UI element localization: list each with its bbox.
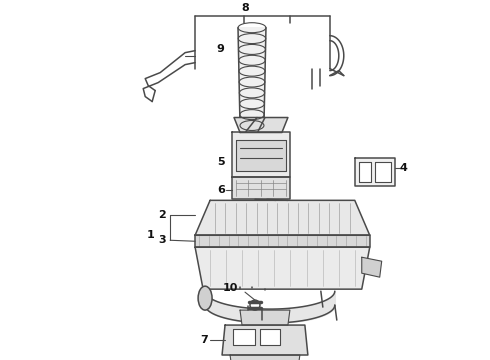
- Text: 6: 6: [217, 185, 225, 195]
- Ellipse shape: [240, 125, 264, 132]
- Polygon shape: [236, 140, 286, 171]
- Polygon shape: [233, 329, 255, 345]
- Ellipse shape: [198, 286, 212, 310]
- Polygon shape: [359, 162, 371, 183]
- Text: 9: 9: [216, 44, 224, 54]
- Text: 3: 3: [159, 235, 166, 245]
- Polygon shape: [362, 257, 382, 277]
- Text: 8: 8: [241, 3, 249, 13]
- Polygon shape: [234, 117, 288, 132]
- Polygon shape: [232, 177, 290, 199]
- Polygon shape: [375, 162, 391, 183]
- Text: 4: 4: [400, 163, 408, 174]
- Text: 7: 7: [200, 335, 208, 345]
- Polygon shape: [222, 325, 308, 355]
- Polygon shape: [240, 310, 290, 325]
- Polygon shape: [238, 28, 266, 126]
- Text: 10: 10: [222, 283, 238, 293]
- Polygon shape: [355, 158, 394, 186]
- Polygon shape: [260, 329, 280, 345]
- Text: 1: 1: [147, 230, 154, 240]
- Polygon shape: [232, 132, 290, 177]
- Polygon shape: [195, 247, 370, 289]
- Polygon shape: [230, 355, 300, 360]
- Polygon shape: [195, 200, 370, 235]
- Text: 5: 5: [218, 157, 225, 167]
- Polygon shape: [195, 235, 370, 247]
- Text: 2: 2: [158, 210, 166, 220]
